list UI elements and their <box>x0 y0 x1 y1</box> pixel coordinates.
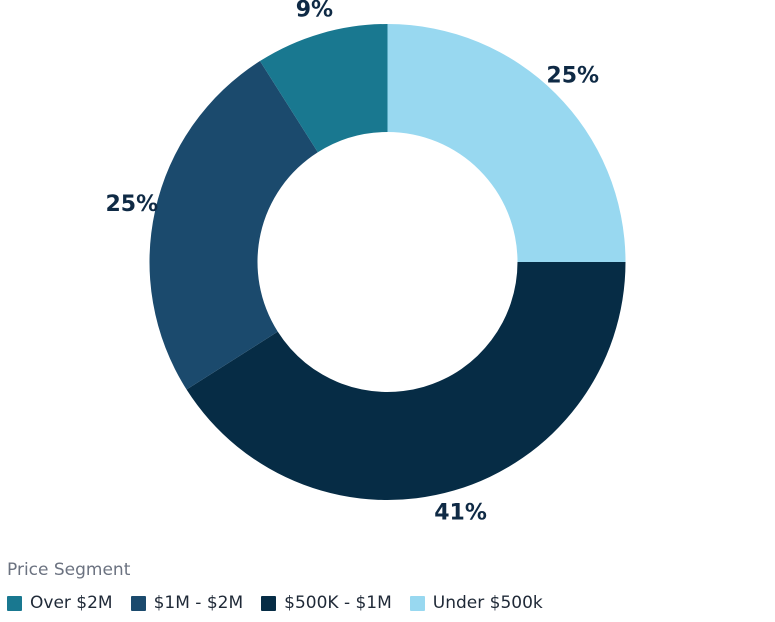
legend-swatch <box>261 595 277 611</box>
legend-item-1m-2m[interactable]: $1M - $2M <box>130 593 244 613</box>
legend-label: Under $500k <box>432 593 543 613</box>
legend-item-over-2m[interactable]: Over $2M <box>7 593 113 613</box>
slice-over-2m[interactable] <box>259 24 388 153</box>
slice-labels: 25% 41% 25% 9% <box>105 0 599 526</box>
legend-swatch <box>409 595 425 611</box>
donut-slices <box>149 24 626 501</box>
slice-under-500k[interactable] <box>387 24 626 262</box>
legend-label: $500K - $1M <box>284 593 392 613</box>
slice-1m-2m[interactable] <box>149 61 318 390</box>
legend-label: Over $2M <box>30 593 113 613</box>
legend: Price Segment Over $2M $1M - $2M $500K - $… <box>7 560 767 613</box>
slice-500k-1m[interactable] <box>186 262 626 501</box>
legend-items: Over $2M $1M - $2M $500K - $1M Under $500k <box>7 593 767 613</box>
legend-swatch <box>130 595 146 611</box>
slice-label-1m-2m: 25% <box>105 192 158 217</box>
slice-label-over-2m: 9% <box>296 0 333 22</box>
slice-label-500k-1m: 41% <box>434 501 487 526</box>
legend-swatch <box>7 595 22 611</box>
legend-title: Price Segment <box>7 560 131 580</box>
legend-label: $1M - $2M <box>153 593 244 613</box>
legend-item-under-500k[interactable]: Under $500k <box>409 593 543 613</box>
slice-label-under-500k: 25% <box>546 64 599 89</box>
legend-item-500k-1m[interactable]: $500K - $1M <box>261 593 392 613</box>
